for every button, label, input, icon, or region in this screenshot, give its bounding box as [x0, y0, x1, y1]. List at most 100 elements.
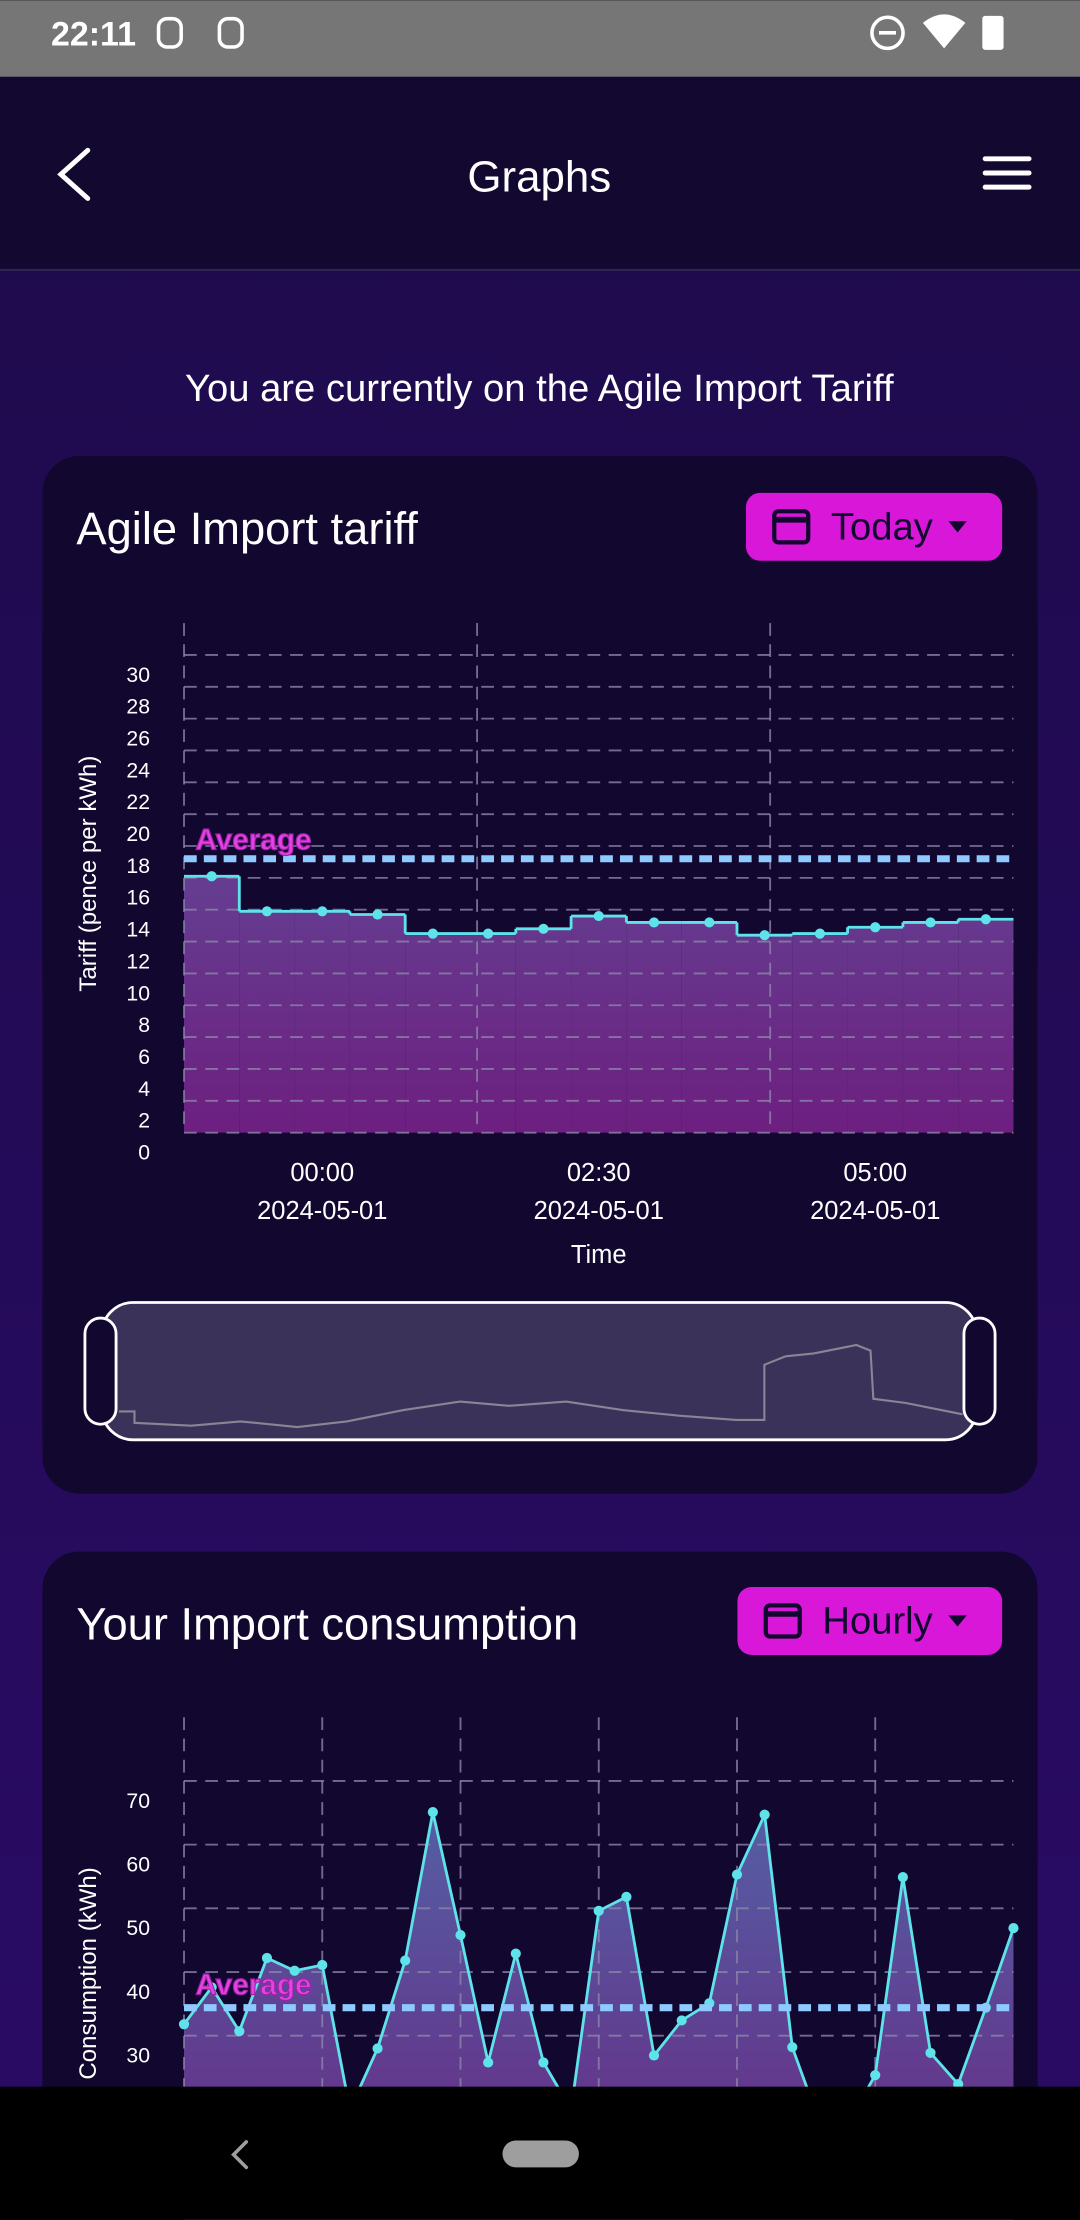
x-tick-date: 2024-05-01: [534, 1197, 664, 1225]
navigator-handle[interactable]: [83, 1316, 118, 1426]
y-tick-label: 12: [126, 950, 150, 973]
average-label: Average: [195, 824, 311, 857]
y-tick-label: 70: [126, 1790, 150, 1813]
menu-button[interactable]: [982, 156, 1032, 190]
data-point: [870, 922, 881, 933]
status-bar: [0, 0, 1080, 77]
range-navigator[interactable]: [83, 1301, 997, 1442]
dropdown-bg[interactable]: [745, 492, 1003, 561]
data-point: [759, 1809, 770, 1820]
data-point: [483, 2057, 494, 2068]
period-dropdown[interactable]: Today: [745, 492, 1003, 561]
data-point: [538, 2057, 549, 2068]
area-segment: [239, 911, 295, 1133]
y-tick-label: 6: [138, 1046, 150, 1069]
y-tick-label: 0: [138, 1142, 150, 1165]
status-icons: [156, 15, 905, 51]
data-point: [704, 917, 715, 928]
battery-icon: [982, 15, 1004, 50]
data-point: [1008, 1922, 1019, 1934]
dropdown-label[interactable]: Today: [831, 506, 934, 549]
y-tick-label: 14: [126, 919, 150, 942]
area-segment: [405, 933, 461, 1133]
data-point: [787, 2042, 798, 2053]
x-tick-label: 00:00: [290, 1159, 354, 1187]
data-point: [206, 1982, 217, 1993]
data-point: [427, 1807, 438, 1818]
data-point: [870, 2070, 881, 2081]
y-axis-title: Tariff (pence per kWh): [75, 756, 102, 992]
y-tick-label: 50: [126, 1917, 150, 1940]
card-title: Your Import consumption: [76, 1598, 578, 1649]
area-segment: [460, 933, 516, 1133]
y-tick-label: 26: [126, 728, 150, 751]
data-point: [261, 1952, 273, 1964]
area-segment: [515, 928, 572, 1133]
nav-back[interactable]: [231, 2140, 249, 2170]
area-segment: [847, 927, 903, 1133]
wifi-icon: [922, 14, 966, 49]
y-tick-label: 30: [126, 664, 150, 687]
data-point: [372, 2043, 383, 2054]
y-tick-label: 2: [138, 1110, 150, 1133]
app-title: Graphs: [467, 152, 611, 201]
back-button[interactable]: [57, 147, 91, 201]
caret: [948, 1615, 967, 1627]
area-segment: [902, 922, 959, 1133]
area-segment: [736, 935, 793, 1133]
data-point: [953, 2079, 964, 2090]
y-tick-label: 40: [126, 1981, 150, 2004]
average-label: Average: [195, 1969, 311, 2002]
tariff-notice: You are currently on the Agile Import Ta…: [185, 367, 894, 410]
navigator-handle[interactable]: [962, 1316, 997, 1426]
y-tick-label: 4: [138, 1078, 150, 1101]
app-bar: [0, 76, 1080, 270]
x-tick-label: 05:00: [843, 1159, 907, 1187]
area-segment: [571, 916, 627, 1133]
data-point: [814, 928, 826, 939]
y-tick-label: 16: [126, 887, 150, 910]
y-tick-label: 8: [138, 1014, 150, 1037]
data-point: [593, 910, 604, 922]
data-point: [759, 930, 770, 941]
data-point: [372, 909, 383, 920]
data-point: [483, 928, 494, 939]
nav-home[interactable]: [502, 2140, 579, 2168]
y-tick-label: 18: [126, 855, 150, 878]
dropdown-bg[interactable]: [737, 1587, 1003, 1655]
period-dropdown[interactable]: Hourly: [737, 1587, 1003, 1655]
y-tick-label: 10: [126, 982, 150, 1005]
calendar-icon: [763, 1603, 802, 1639]
data-point: [676, 2015, 687, 2026]
area-segment: [349, 914, 406, 1133]
data-point: [925, 917, 936, 928]
data-point: [648, 2050, 660, 2061]
status-time: 22:11: [51, 16, 136, 54]
data-point: [178, 2019, 190, 2030]
area-segment: [792, 933, 848, 1133]
x-tick-date: 2024-05-01: [810, 1197, 940, 1225]
data-point: [648, 917, 660, 928]
data-point: [925, 2047, 936, 2059]
x-tick-date: 2024-05-01: [257, 1197, 387, 1225]
calendar-icon: [772, 509, 811, 545]
y-axis-title: Consumption (kWh): [75, 1867, 102, 2079]
caret: [948, 521, 967, 533]
area-segment: [681, 922, 737, 1133]
data-point: [261, 906, 273, 917]
data-point: [427, 928, 438, 939]
data-point: [593, 1905, 604, 1916]
dropdown-label[interactable]: Hourly: [822, 1600, 933, 1643]
navigator-window[interactable]: [100, 1301, 979, 1442]
y-tick-label: 20: [126, 823, 150, 846]
data-point: [455, 1929, 466, 1941]
data-point: [317, 906, 328, 917]
area-segment: [958, 919, 1014, 1133]
data-point: [538, 923, 549, 934]
data-point: [317, 1959, 328, 1971]
card-title: Agile Import tariff: [76, 503, 418, 554]
y-tick-label: 24: [126, 759, 150, 782]
